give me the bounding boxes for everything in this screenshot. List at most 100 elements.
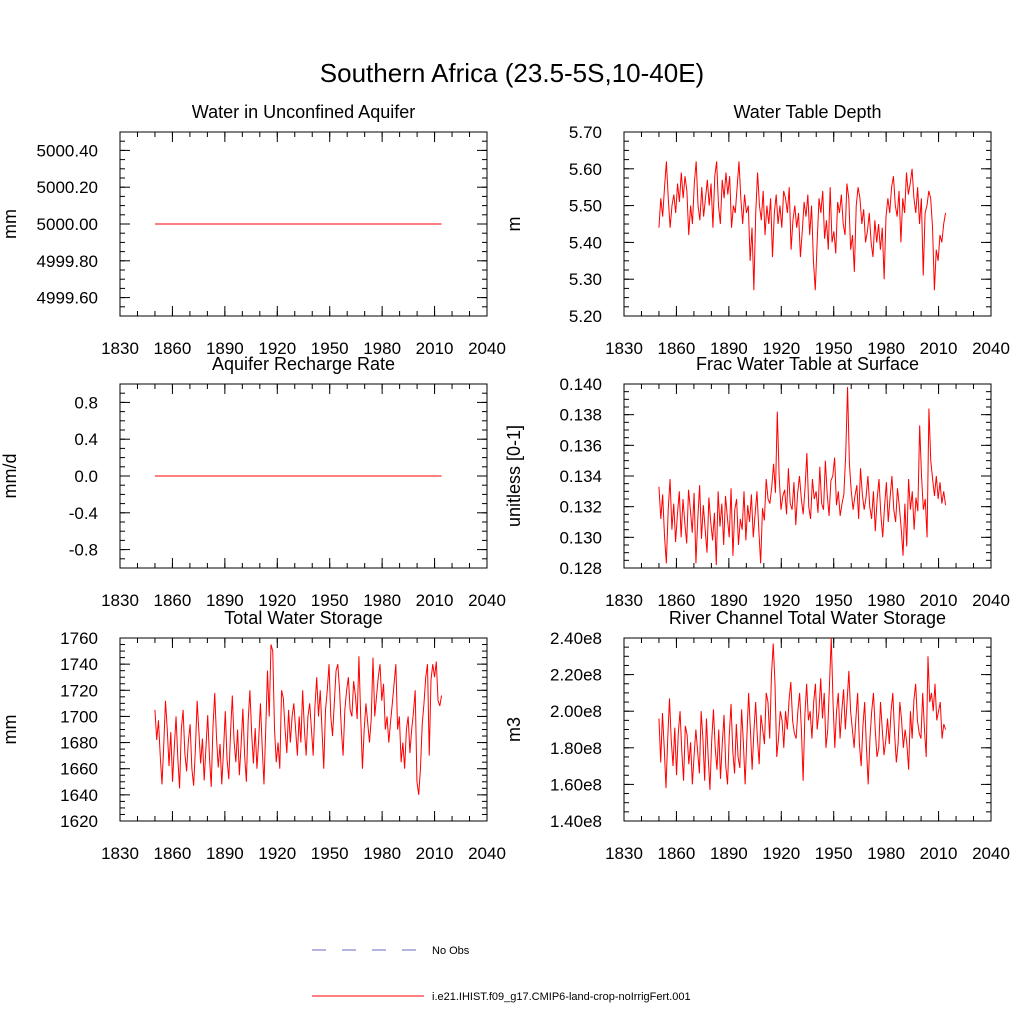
x-tick-label: 1860 <box>154 339 192 358</box>
x-tick-label: 1830 <box>605 844 643 863</box>
x-tick-label: 1830 <box>605 591 643 610</box>
y-tick-label: 1.80e8 <box>550 739 602 758</box>
y-tick-label: 5.20 <box>569 307 602 326</box>
y-axis-label: mm <box>0 715 20 745</box>
x-tick-label: 2010 <box>920 339 958 358</box>
x-tick-label: 1980 <box>363 591 401 610</box>
legend-label-no-obs: No Obs <box>432 945 470 957</box>
x-tick-label: 2040 <box>972 339 1010 358</box>
y-tick-label: 1660 <box>60 760 98 779</box>
chart-title: Aquifer Recharge Rate <box>212 354 395 374</box>
y-tick-label: 0.128 <box>559 559 602 578</box>
y-tick-label: 1760 <box>60 629 98 648</box>
y-tick-label: 2.20e8 <box>550 666 602 685</box>
y-tick-label: 5.30 <box>569 270 602 289</box>
x-tick-label: 1890 <box>206 844 244 863</box>
x-tick-label: 1950 <box>311 339 349 358</box>
x-tick-label: 1890 <box>710 339 748 358</box>
x-tick-label: 1920 <box>258 339 296 358</box>
y-tick-label: 1720 <box>60 681 98 700</box>
y-tick-label: 5.60 <box>569 160 602 179</box>
x-tick-label: 1920 <box>258 844 296 863</box>
chart-panel-4: Frac Water Table at Surface 1830 1860 1890 1… <box>504 354 1010 610</box>
y-axis-label: mm/d <box>0 454 20 499</box>
chart-panel-5: Total Water Storage 1830 1860 1890 1920 1950 1… <box>0 608 506 863</box>
legend-label-model: i.e21.IHIST.f09_g17.CMIP6-land-crop-noIr… <box>432 991 691 1003</box>
y-tick-label: 0.8 <box>74 393 98 412</box>
series-line-1 <box>658 387 947 565</box>
y-axis-label: m <box>504 217 524 232</box>
y-tick-label: 5.50 <box>569 197 602 216</box>
chart-title: Water in Unconfined Aquifer <box>192 102 415 122</box>
x-tick-label: 1950 <box>815 339 853 358</box>
chart-panel-3: Aquifer Recharge Rate 1830 1860 1890 1920 195… <box>0 354 506 610</box>
x-tick-label: 1830 <box>101 844 139 863</box>
y-tick-label: 1740 <box>60 655 98 674</box>
chart-title: Frac Water Table at Surface <box>696 354 919 374</box>
x-tick-label: 2040 <box>972 591 1010 610</box>
x-tick-label: 1950 <box>815 591 853 610</box>
x-tick-label: 2040 <box>468 339 506 358</box>
plot-frame <box>623 131 992 317</box>
y-tick-label: 2.00e8 <box>550 702 602 721</box>
y-tick-label: 0.130 <box>559 528 602 547</box>
x-tick-label: 1890 <box>710 844 748 863</box>
x-tick-label: 2040 <box>468 591 506 610</box>
x-tick-label: 1950 <box>311 844 349 863</box>
chart-title: River Channel Total Water Storage <box>669 608 946 628</box>
y-tick-label: 5.70 <box>569 123 602 142</box>
chart-title: Total Water Storage <box>224 608 382 628</box>
x-tick-label: 2010 <box>416 844 454 863</box>
y-tick-label: 0.4 <box>74 430 98 449</box>
y-tick-label: 0.138 <box>559 406 602 425</box>
x-tick-label: 1890 <box>206 591 244 610</box>
x-tick-label: 2040 <box>468 844 506 863</box>
x-tick-label: 1890 <box>206 339 244 358</box>
y-tick-label: 2.40e8 <box>550 629 602 648</box>
y-tick-label: 1640 <box>60 786 98 805</box>
y-tick-label: 5.40 <box>569 233 602 252</box>
y-tick-label: 4999.60 <box>37 289 98 308</box>
y-tick-label: 5000.20 <box>37 178 98 197</box>
y-tick-label: 5000.00 <box>37 215 98 234</box>
chart-title: Water Table Depth <box>733 102 881 122</box>
y-tick-label: 1680 <box>60 734 98 753</box>
x-tick-label: 1830 <box>101 339 139 358</box>
x-tick-label: 1860 <box>658 591 696 610</box>
chart-panel-2: Water Table Depth 1830 1860 1890 1920 1950 198… <box>504 102 1010 358</box>
y-tick-label: 0.132 <box>559 498 602 517</box>
y-tick-label: 0.134 <box>559 467 602 486</box>
x-tick-label: 1980 <box>363 339 401 358</box>
chart-panels: Water in Unconfined Aquifer 1830 1860 1890 1… <box>0 102 1010 863</box>
x-tick-label: 1860 <box>154 844 192 863</box>
x-tick-label: 2010 <box>416 591 454 610</box>
x-tick-label: 1920 <box>762 339 800 358</box>
x-tick-label: 1860 <box>658 339 696 358</box>
x-tick-label: 1950 <box>311 591 349 610</box>
chart-panel-1: Water in Unconfined Aquifer 1830 1860 1890 1… <box>0 102 506 358</box>
y-tick-label: 0.136 <box>559 436 602 455</box>
x-tick-label: 2010 <box>416 339 454 358</box>
series-line-1 <box>154 644 443 795</box>
x-tick-label: 1890 <box>710 591 748 610</box>
y-tick-label: -0.4 <box>69 504 98 523</box>
x-tick-label: 1920 <box>258 591 296 610</box>
y-axis-label: mm <box>0 209 20 239</box>
chart-panel-6: River Channel Total Water Storage 1830 186… <box>504 608 1010 863</box>
x-tick-label: 1980 <box>363 844 401 863</box>
series-line-1 <box>658 161 947 291</box>
y-tick-label: -0.8 <box>69 541 98 560</box>
x-tick-label: 1860 <box>658 844 696 863</box>
x-tick-label: 1980 <box>867 339 905 358</box>
y-tick-label: 1700 <box>60 707 98 726</box>
y-tick-label: 4999.80 <box>37 252 98 271</box>
x-tick-label: 1980 <box>867 591 905 610</box>
x-tick-label: 1980 <box>867 844 905 863</box>
x-tick-label: 1860 <box>154 591 192 610</box>
y-tick-label: 5000.40 <box>37 141 98 160</box>
x-tick-label: 1920 <box>762 844 800 863</box>
legend: No Obs i.e21.IHIST.f09_g17.CMIP6-land-cr… <box>312 945 691 1003</box>
series-line-1 <box>658 637 947 790</box>
x-tick-label: 1920 <box>762 591 800 610</box>
